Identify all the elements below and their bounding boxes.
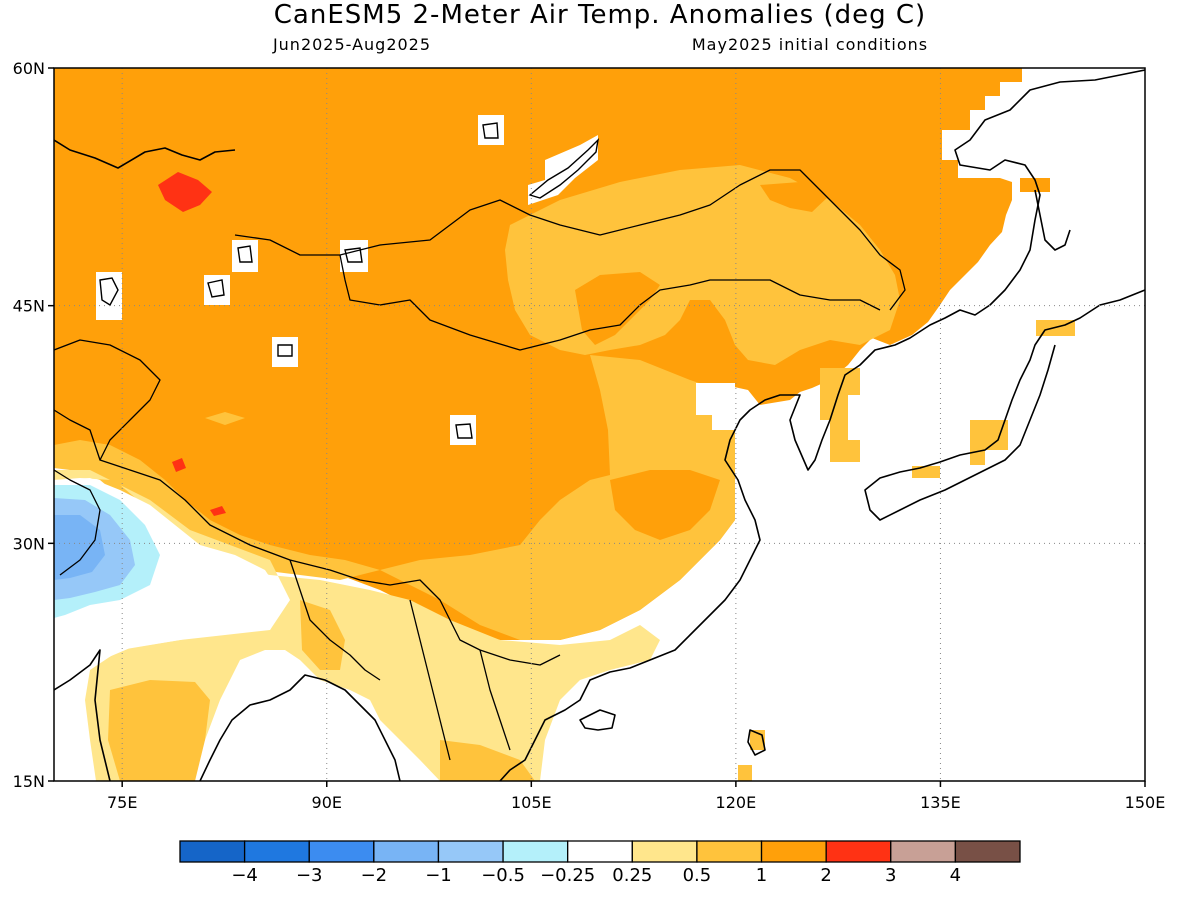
colorbar-label: −1 (425, 865, 452, 886)
coastlines (54, 69, 1145, 781)
colorbar-label: −4 (231, 865, 258, 886)
political-borders (54, 169, 906, 761)
anomaly-region-0.5-to-1-tarim (205, 412, 245, 425)
anomaly-region-0.5-to-1-china (380, 355, 735, 640)
lon-tick-label: 150E (1125, 793, 1166, 812)
colorbar-swatch (179, 840, 246, 863)
colorbar-label: 2 (820, 865, 831, 886)
initial-conditions-label: May2025 initial conditions (692, 35, 928, 54)
anomaly-region-0.5-to-1-honshu (970, 420, 1008, 465)
colorbar-swatch (308, 840, 375, 863)
colorbar-swatch (890, 840, 957, 863)
anomaly-region-1-to-2-sakhalin (1020, 178, 1050, 192)
lakes (99, 122, 600, 439)
anomaly-region-minus-2-to-minus-1 (54, 515, 105, 580)
colorbar-label: −0.25 (540, 865, 595, 886)
lat-tick-label: 45N (13, 297, 45, 316)
colorbar-label: 0.25 (612, 865, 652, 886)
colorbar-label: 3 (885, 865, 896, 886)
colorbar-swatch (631, 840, 698, 863)
anomaly-region-0.5-to-1-indochina (440, 740, 535, 781)
colorbar-swatch (437, 840, 504, 863)
colorbar-label: 4 (950, 865, 961, 886)
anomaly-region-2-to-3-kashmir (172, 458, 186, 472)
anomaly-region-1-to-2-sichuan (610, 470, 720, 540)
anomaly-region-0.5-to-1-kyushu (912, 466, 940, 478)
longitude-axis: 75E 90E 105E 120E 135E 150E (107, 781, 1165, 812)
lat-tick-label: 15N (13, 772, 45, 791)
map-plot-area (54, 68, 1145, 781)
colorbar-label: −0.5 (481, 865, 525, 886)
map-frame (53, 67, 1146, 782)
masked-lake-baikal (528, 135, 598, 205)
anomaly-region-0.5-to-1-luzon (738, 765, 752, 781)
figure-title: CanESM5 2-Meter Air Temp. Anomalies (deg… (274, 0, 926, 30)
lat-tick-label: 30N (13, 534, 45, 553)
colorbar-swatch (373, 840, 440, 863)
anomaly-region-2-to-3-tibet (210, 506, 226, 516)
anomaly-region-0.5-to-1-india (108, 680, 210, 781)
anomaly-region-0.5-to-1-korea (820, 368, 860, 462)
masked-lake-baikal-north (478, 115, 504, 145)
colorbar-swatch (696, 840, 763, 863)
masked-lake-uvs (340, 240, 368, 272)
colorbar: −4 −3 −2 −1 −0.5 −0.25 0.25 0.5 1 2 3 4 (179, 840, 1021, 886)
masked-lake-alakol (204, 275, 230, 305)
colorbar-swatch (954, 840, 1021, 863)
anomaly-region-1-to-2-manchuria (760, 182, 830, 212)
masked-bohai-sea (696, 383, 735, 430)
colorbar-swatch (825, 840, 892, 863)
colorbar-label: −2 (361, 865, 388, 886)
masked-lake-bosten (272, 337, 298, 367)
anomaly-region-1-to-2-mongolia-spot (575, 272, 660, 345)
map-gridlines (54, 68, 1145, 781)
anomaly-region-0.5-to-1-himalaya (54, 440, 380, 580)
lon-tick-label: 90E (312, 793, 342, 812)
forecast-period: Jun2025-Aug2025 (272, 35, 431, 54)
lon-tick-label: 120E (716, 793, 757, 812)
colorbar-swatch (502, 840, 569, 863)
colorbar-label: −3 (296, 865, 323, 886)
lon-tick-label: 105E (511, 793, 552, 812)
anomaly-field (54, 68, 1075, 781)
colorbar-label: 0.5 (683, 865, 712, 886)
colorbar-swatch (243, 840, 310, 863)
lon-tick-label: 75E (107, 793, 137, 812)
masked-lake-zaysan (232, 240, 258, 272)
anomaly-region-2-to-3-kazakhstan (158, 172, 212, 212)
colorbar-swatch (567, 840, 633, 863)
lat-tick-label: 60N (13, 59, 45, 78)
masked-lake-qinghai (450, 415, 476, 445)
lon-tick-label: 135E (920, 793, 961, 812)
colorbar-swatch (760, 840, 827, 863)
colorbar-label: 1 (756, 865, 767, 886)
latitude-axis: 60N 45N 30N 15N (13, 59, 54, 791)
anomaly-region-0.5-to-1-burma (300, 600, 345, 670)
